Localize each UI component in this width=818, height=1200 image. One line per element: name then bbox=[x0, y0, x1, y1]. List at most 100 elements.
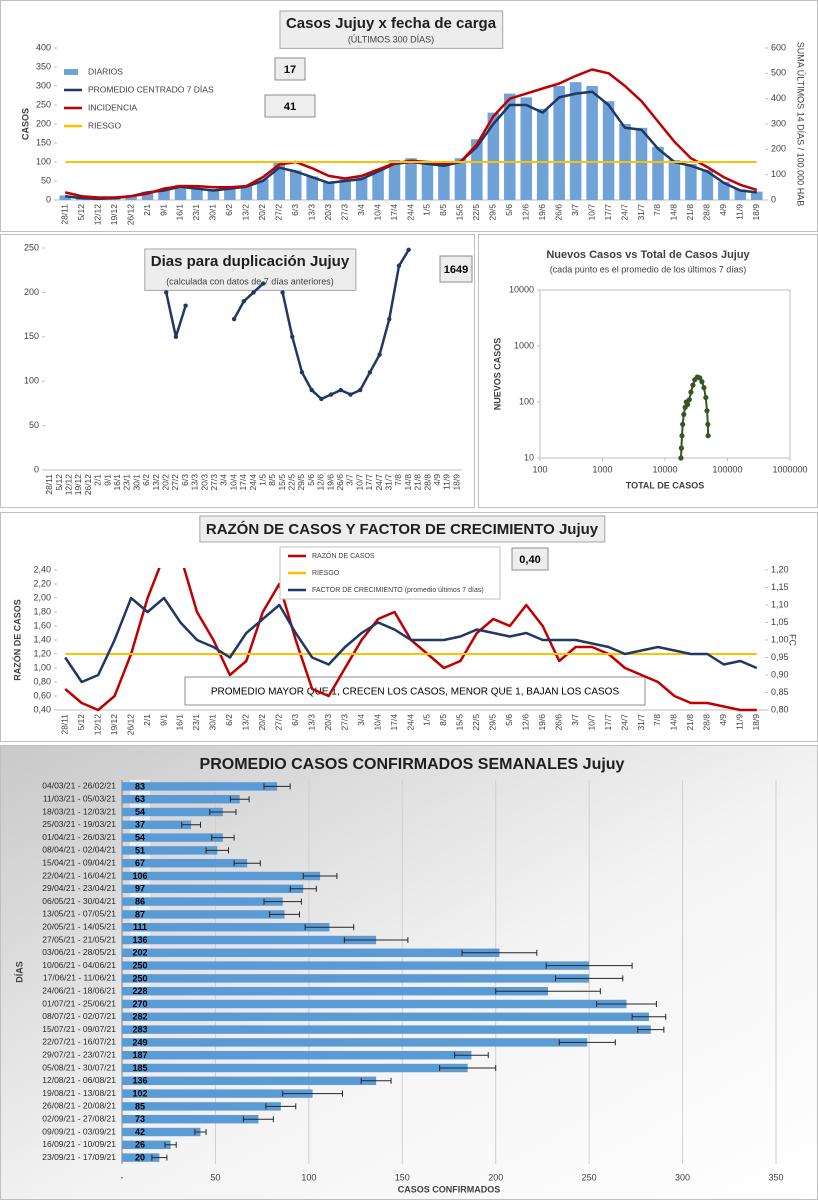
bar bbox=[586, 86, 598, 200]
x-tick-label: 28/11 bbox=[59, 714, 69, 735]
y-tick-label: 250 bbox=[36, 99, 51, 109]
x-tick-label: 6/3 bbox=[180, 474, 190, 486]
point bbox=[681, 411, 687, 418]
y2-tick-label: 0,95 bbox=[771, 652, 789, 662]
x-tick-label: 28/8 bbox=[422, 474, 432, 491]
x-tick-label: 17/7 bbox=[603, 714, 613, 731]
y-tick-label: 12/08/21 - 06/08/21 bbox=[42, 1075, 116, 1085]
error-bar bbox=[233, 860, 261, 867]
x-tick-label: 3/7 bbox=[570, 204, 580, 216]
x-tick-label: 7/8 bbox=[652, 714, 662, 726]
x-tick-label: 7/8 bbox=[393, 474, 403, 486]
bar bbox=[421, 162, 434, 200]
x-tick-label: 23/1 bbox=[191, 204, 201, 221]
bar bbox=[536, 108, 549, 200]
x-tick-label: 23/1 bbox=[191, 714, 201, 731]
value-label: 187 bbox=[132, 1050, 147, 1060]
bar bbox=[122, 986, 549, 996]
y-tick-label: 2,20 bbox=[33, 578, 51, 588]
annotation: PROMEDIO MAYOR QUE 1, CRECEN LOS CASOS, … bbox=[211, 687, 620, 698]
value-label: 51 bbox=[135, 845, 145, 855]
x-tick-label: - bbox=[121, 1172, 124, 1182]
x-tick-label: 16/1 bbox=[112, 474, 122, 491]
bar bbox=[701, 169, 714, 200]
bar bbox=[122, 782, 278, 791]
value-label: 102 bbox=[132, 1088, 147, 1098]
x-tick-label: 8/5 bbox=[438, 204, 448, 216]
x-tick-label: 15/5 bbox=[277, 474, 287, 491]
x-tick-label: 24/4 bbox=[405, 204, 415, 221]
y2-tick-label: 600 bbox=[771, 42, 786, 52]
value-label: 87 bbox=[135, 909, 145, 919]
error-bar bbox=[181, 821, 201, 828]
point bbox=[697, 375, 703, 381]
bar bbox=[122, 1050, 472, 1060]
x-tick-label: 27/3 bbox=[209, 474, 219, 491]
x-tick-label: 26/12 bbox=[125, 714, 135, 736]
title-box bbox=[279, 10, 504, 49]
point bbox=[701, 385, 707, 391]
error-bar bbox=[461, 949, 538, 956]
bar bbox=[122, 948, 500, 958]
y-tick-label: 10000 bbox=[509, 284, 534, 294]
title-box bbox=[199, 515, 606, 543]
point bbox=[348, 392, 353, 397]
legend-label: RAZÓN DE CASOS bbox=[312, 551, 375, 560]
x-tick-label: 27/2 bbox=[274, 204, 284, 221]
x-tick-label: 1000 bbox=[592, 464, 612, 474]
x-tick-label: 5/6 bbox=[504, 204, 514, 216]
y-tick-label: 10/06/21 - 04/06/21 bbox=[42, 960, 116, 970]
point bbox=[688, 389, 694, 395]
point bbox=[396, 263, 402, 268]
y-tick-label: 19/08/21 - 13/08/21 bbox=[42, 1088, 116, 1098]
bar bbox=[685, 163, 697, 200]
y-tick-label: 2,40 bbox=[33, 564, 51, 574]
bar bbox=[122, 1102, 281, 1111]
bar bbox=[405, 158, 417, 200]
x-tick-label: 8/5 bbox=[438, 714, 448, 726]
bar bbox=[602, 101, 615, 200]
error-bar bbox=[242, 1116, 274, 1123]
bar bbox=[240, 185, 253, 200]
x-tick-label: 200 bbox=[488, 1172, 503, 1182]
y2-tick-label: 400 bbox=[771, 93, 786, 103]
x-tick-label: 100 bbox=[301, 1172, 316, 1182]
bar bbox=[122, 884, 304, 894]
x-tick-label: 20/2 bbox=[257, 714, 267, 731]
y-tick-label: 25/03/21 - 19/03/21 bbox=[42, 819, 116, 829]
y-tick-label: 1,80 bbox=[33, 606, 51, 616]
value-label: 136 bbox=[132, 1076, 147, 1086]
y-tick-label: 17/06/21 - 11/06/21 bbox=[43, 973, 116, 983]
x-tick-label: 28/8 bbox=[702, 204, 712, 221]
bar bbox=[122, 1127, 201, 1137]
bar bbox=[306, 176, 318, 200]
value-label: 42 bbox=[135, 1127, 145, 1137]
annotation-box bbox=[184, 676, 646, 706]
x-tick-label: 1/5 bbox=[422, 204, 432, 216]
point bbox=[173, 334, 179, 339]
annotation-box bbox=[264, 94, 316, 118]
error-bar bbox=[229, 796, 250, 803]
y-axis-label: CASOS bbox=[20, 108, 30, 140]
x-tick-label: 20/2 bbox=[160, 474, 170, 491]
x-tick-label: 10/4 bbox=[372, 714, 382, 731]
bar bbox=[141, 191, 154, 200]
bar bbox=[273, 162, 286, 200]
bar bbox=[718, 181, 730, 200]
y-tick-label: 150 bbox=[24, 331, 39, 341]
legend-label: DIARIOS bbox=[88, 66, 123, 76]
y-tick-label: 400 bbox=[36, 42, 51, 52]
legend-label: PROMEDIO CENTRADO 7 DÍAS bbox=[88, 84, 214, 94]
point bbox=[387, 316, 392, 322]
x-tick-label: 18/9 bbox=[751, 204, 761, 221]
annotation: 17 bbox=[284, 64, 296, 76]
y2-tick-label: 1,10 bbox=[771, 599, 789, 609]
bar bbox=[471, 139, 483, 200]
bar bbox=[122, 1012, 649, 1022]
x-tick-label: 12/6 bbox=[521, 204, 531, 221]
point bbox=[406, 247, 411, 252]
error-bar bbox=[265, 1103, 297, 1110]
error-bar bbox=[545, 962, 633, 969]
title-box bbox=[144, 248, 357, 291]
x-tick-label: 13/3 bbox=[306, 714, 316, 731]
